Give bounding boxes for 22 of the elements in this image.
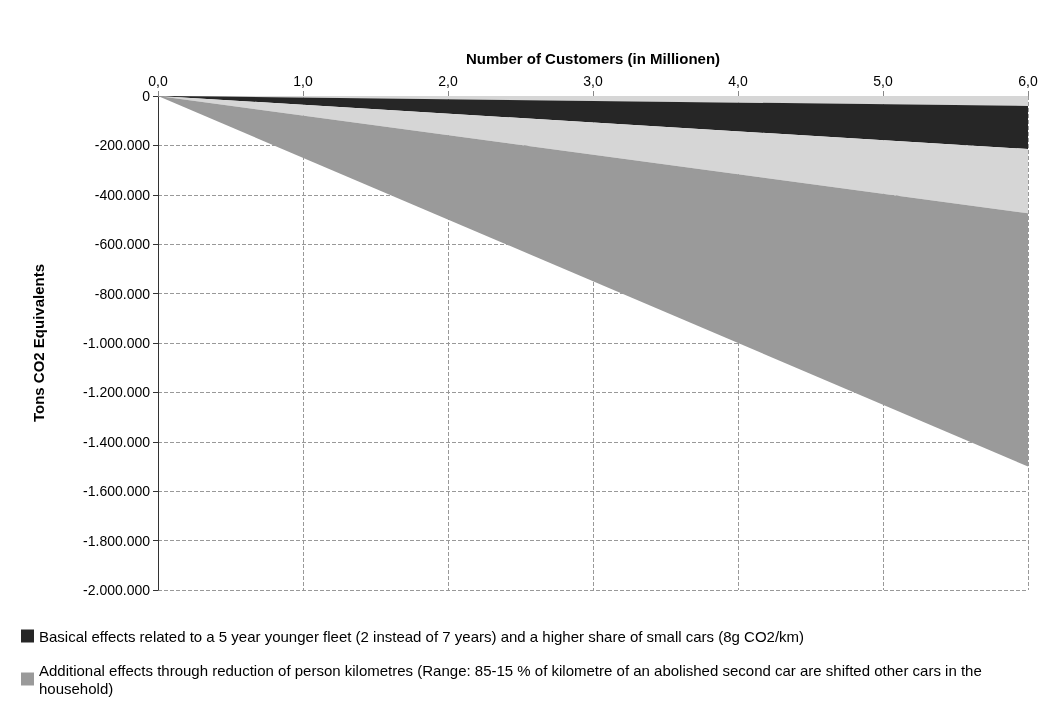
- x-tick-label: 3,0: [583, 73, 603, 89]
- x-axis-title: Number of Customers (in Millionen): [465, 50, 721, 67]
- legend-label: Additional effects through reduction of person kilometres (Range: 85-15 % of kilometre of an abolished second car are shifted other cars in the household): [39, 661, 986, 697]
- y-tick-label: -2.000.000: [83, 582, 151, 598]
- legend-label: Basical effects related to a 5 year younger fleet (2 instead of 7 years) and a higher share of small cars (8g CO2/km): [39, 627, 805, 645]
- y-tick-label: -1.800.000: [83, 532, 151, 549]
- x-tick-label: 0,0: [148, 73, 168, 89]
- x-tick-label: 1,0: [293, 73, 313, 89]
- y-tick-label: -1.600.000: [83, 483, 151, 500]
- x-tick-label: 4,0: [728, 73, 748, 89]
- y-tick-label: -200.000: [94, 137, 151, 154]
- y-tick-label: -600.000: [94, 236, 151, 253]
- y-tick-label: 0: [142, 88, 151, 104]
- y-tick-label: -1.000.000: [83, 335, 151, 351]
- y-tick-label: -800.000: [94, 285, 151, 302]
- x-tick-label: 6,0: [1018, 73, 1038, 89]
- y-tick-label: -1.200.000: [83, 384, 151, 401]
- y-axis-title: Tons CO2 Equivalents: [30, 263, 47, 423]
- y-tick-label: -1.400.000: [83, 433, 151, 450]
- x-tick-label: 5,0: [873, 73, 893, 89]
- x-tick-label: 2,0: [438, 73, 458, 89]
- y-tick-label: -400.000: [94, 186, 151, 203]
